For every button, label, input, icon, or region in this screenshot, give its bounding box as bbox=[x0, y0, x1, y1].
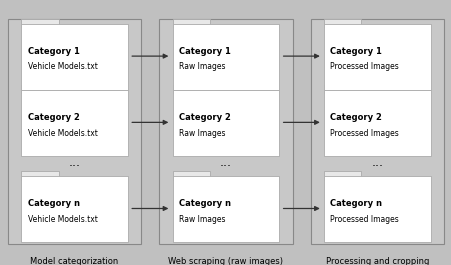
Text: Vehicle Models.txt: Vehicle Models.txt bbox=[28, 62, 97, 71]
Text: ...: ... bbox=[371, 156, 382, 170]
Text: Processed Images: Processed Images bbox=[330, 215, 398, 224]
FancyBboxPatch shape bbox=[21, 19, 59, 27]
FancyBboxPatch shape bbox=[172, 85, 210, 93]
FancyBboxPatch shape bbox=[8, 19, 141, 244]
Text: ...: ... bbox=[220, 156, 231, 170]
Text: Category n: Category n bbox=[179, 200, 230, 209]
FancyBboxPatch shape bbox=[159, 19, 292, 244]
FancyBboxPatch shape bbox=[21, 176, 128, 242]
Text: Model categorization: Model categorization bbox=[30, 257, 119, 265]
Text: Raw Images: Raw Images bbox=[179, 215, 225, 224]
Text: Web scraping (raw images): Web scraping (raw images) bbox=[168, 257, 283, 265]
Text: Category n: Category n bbox=[28, 200, 79, 209]
FancyBboxPatch shape bbox=[172, 24, 279, 90]
FancyBboxPatch shape bbox=[323, 85, 361, 93]
Text: Category 1: Category 1 bbox=[179, 47, 230, 56]
FancyBboxPatch shape bbox=[172, 176, 279, 242]
Text: Raw Images: Raw Images bbox=[179, 62, 225, 71]
FancyBboxPatch shape bbox=[21, 90, 128, 156]
FancyBboxPatch shape bbox=[21, 85, 59, 93]
FancyBboxPatch shape bbox=[323, 19, 361, 27]
Text: Category 1: Category 1 bbox=[28, 47, 79, 56]
Text: Vehicle Models.txt: Vehicle Models.txt bbox=[28, 129, 97, 138]
Text: Processed Images: Processed Images bbox=[330, 62, 398, 71]
Text: Category 2: Category 2 bbox=[330, 113, 382, 122]
FancyBboxPatch shape bbox=[172, 90, 279, 156]
FancyBboxPatch shape bbox=[323, 176, 430, 242]
Text: Category 2: Category 2 bbox=[28, 113, 79, 122]
FancyBboxPatch shape bbox=[172, 19, 210, 27]
FancyBboxPatch shape bbox=[323, 24, 430, 90]
Text: Vehicle Models.txt: Vehicle Models.txt bbox=[28, 215, 97, 224]
FancyBboxPatch shape bbox=[172, 171, 210, 179]
Text: Processing and cropping: Processing and cropping bbox=[325, 257, 428, 265]
Text: Category 1: Category 1 bbox=[330, 47, 382, 56]
FancyBboxPatch shape bbox=[323, 90, 430, 156]
FancyBboxPatch shape bbox=[310, 19, 443, 244]
Text: Category 2: Category 2 bbox=[179, 113, 230, 122]
FancyBboxPatch shape bbox=[21, 171, 59, 179]
Text: ...: ... bbox=[69, 156, 80, 170]
Text: Category n: Category n bbox=[330, 200, 382, 209]
FancyBboxPatch shape bbox=[21, 24, 128, 90]
FancyBboxPatch shape bbox=[323, 171, 361, 179]
Text: Processed Images: Processed Images bbox=[330, 129, 398, 138]
Text: Raw Images: Raw Images bbox=[179, 129, 225, 138]
